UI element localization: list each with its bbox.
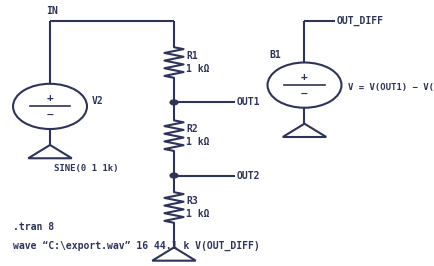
Text: B1: B1 <box>269 50 281 60</box>
Text: R2: R2 <box>186 124 197 134</box>
Text: OUT_DIFF: OUT_DIFF <box>336 16 383 26</box>
Text: .tran 8: .tran 8 <box>13 222 54 232</box>
Circle shape <box>170 100 178 105</box>
Text: SINE(0 1 1k): SINE(0 1 1k) <box>54 164 118 173</box>
Text: OUT1: OUT1 <box>237 97 260 107</box>
Text: 1 kΩ: 1 kΩ <box>186 137 209 147</box>
Text: OUT2: OUT2 <box>237 171 260 181</box>
Text: 1 kΩ: 1 kΩ <box>186 209 209 219</box>
Circle shape <box>170 173 178 178</box>
Text: wave “C:\export.wav” 16 44.1 k V(OUT_DIFF): wave “C:\export.wav” 16 44.1 k V(OUT_DIF… <box>13 241 259 251</box>
Text: V = V(OUT1) − V(OUT2): V = V(OUT1) − V(OUT2) <box>347 83 434 92</box>
Text: −: − <box>46 110 53 120</box>
Text: V2: V2 <box>91 96 103 106</box>
Text: R1: R1 <box>186 51 197 61</box>
Text: 1 kΩ: 1 kΩ <box>186 64 209 74</box>
Text: R3: R3 <box>186 196 197 206</box>
Text: −: − <box>300 89 307 99</box>
Text: +: + <box>46 93 53 103</box>
Text: +: + <box>300 72 307 81</box>
Text: IN: IN <box>46 6 57 16</box>
